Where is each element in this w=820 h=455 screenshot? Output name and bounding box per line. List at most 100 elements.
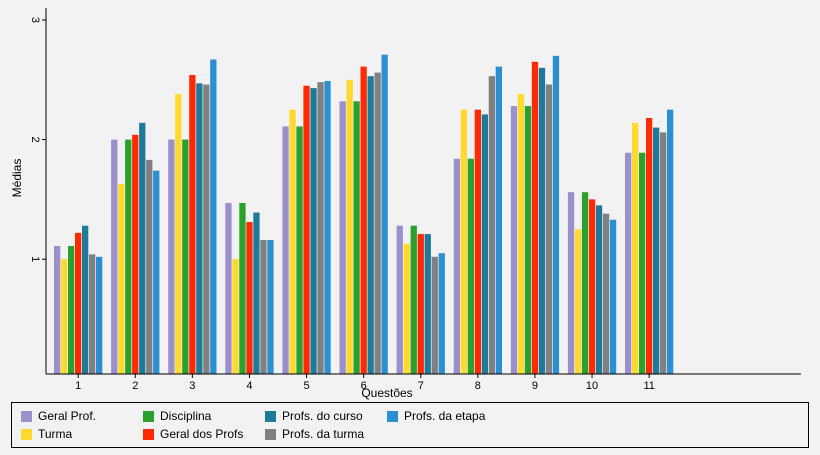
bar-q4-s2	[232, 259, 239, 374]
bar-q10-s2	[574, 229, 582, 374]
bar-q4-s6	[260, 240, 267, 374]
bar-q5-s6	[317, 82, 324, 374]
bar-q5-s5	[310, 88, 317, 374]
x-tick-label: 7	[418, 380, 424, 392]
bar-q3-s1	[168, 139, 175, 374]
bar-q3-s4	[189, 74, 196, 374]
bar-q7-s7	[438, 253, 445, 374]
bar-q4-s1	[225, 202, 232, 374]
bar-q3-s2	[175, 94, 182, 375]
legend-label: Turma	[38, 427, 73, 441]
legend-item: Geral Prof.	[21, 409, 96, 423]
legend-swatch	[387, 410, 398, 422]
bar-q2-s2	[118, 183, 125, 374]
bar-q6-s2	[346, 79, 353, 374]
bar-q8-s1	[453, 158, 460, 374]
bar-q9-s4	[531, 61, 539, 374]
bar-q10-s6	[602, 213, 610, 374]
bar-q5-s7	[324, 80, 331, 375]
bar-q2-s5	[139, 122, 146, 374]
bar-q4-s5	[253, 212, 260, 374]
x-axis-title: Questões	[361, 386, 412, 400]
bar-q7-s2	[403, 243, 410, 374]
y-tick-label: 1	[29, 256, 41, 262]
bar-q8-s3	[467, 158, 474, 374]
bar-q1-s4	[75, 232, 82, 374]
bar-q7-s3	[410, 225, 417, 374]
bar-q7-s1	[396, 225, 403, 374]
legend-item: Disciplina	[143, 409, 211, 423]
legend-swatch	[265, 410, 276, 422]
bar-q1-s2	[61, 259, 68, 374]
y-tick-label: 3	[29, 17, 41, 23]
bar-q10-s1	[567, 192, 575, 374]
x-tick-label: 11	[643, 380, 654, 392]
legend-label: Profs. da etapa	[404, 409, 486, 423]
y-tick-label: 2	[29, 137, 41, 143]
x-tick-label: 8	[475, 380, 481, 392]
x-tick-label: 9	[532, 380, 538, 392]
bar-q10-s7	[609, 219, 617, 374]
bar-q8-s7	[495, 66, 502, 375]
bar-q9-s3	[524, 106, 532, 374]
bar-q11-s2	[632, 122, 639, 374]
bar-q6-s4	[360, 66, 367, 375]
legend-swatch	[143, 410, 154, 422]
bar-q3-s3	[182, 139, 189, 374]
legend-label: Disciplina	[160, 409, 212, 423]
bar-q10-s5	[595, 205, 603, 374]
legend-swatch	[265, 428, 276, 440]
bar-q7-s6	[431, 256, 438, 374]
bar-q8-s5	[481, 114, 488, 374]
legend-label: Profs. do curso	[282, 409, 363, 423]
legend: Geral Prof. Turma Disciplina Geral dos Prof…	[11, 402, 809, 448]
bar-q6-s6	[374, 72, 381, 374]
bar-q9-s7	[552, 55, 560, 375]
bar-q4-s3	[239, 202, 246, 374]
bars-layer	[54, 54, 674, 375]
bar-q8-s4	[474, 109, 481, 375]
bar-q1-s3	[68, 246, 75, 374]
bar-q5-s1	[282, 126, 289, 374]
legend-swatch	[21, 428, 32, 440]
bar-q1-s6	[89, 254, 96, 374]
bar-q2-s7	[153, 170, 160, 374]
bar-q4-s4	[246, 222, 253, 374]
bar-q11-s4	[646, 118, 653, 374]
y-axis-title: Médias	[10, 159, 24, 198]
legend-item: Geral dos Profs	[143, 427, 243, 441]
bar-q9-s1	[510, 106, 518, 374]
bar-q11-s1	[625, 152, 632, 374]
x-tick-label: 10	[586, 380, 598, 392]
bar-q5-s3	[296, 126, 303, 374]
bar-q6-s5	[367, 76, 374, 375]
legend-label: Geral Prof.	[38, 409, 97, 423]
bar-q10-s4	[588, 199, 596, 374]
bar-q2-s4	[132, 134, 139, 374]
bar-q2-s3	[125, 139, 132, 374]
legend-swatch	[21, 410, 32, 422]
bar-q7-s4	[417, 234, 424, 374]
bar-q7-s5	[424, 234, 431, 374]
legend-item: Turma	[21, 427, 72, 441]
bar-q4-s7	[267, 240, 274, 374]
bar-q8-s2	[460, 109, 467, 375]
bar-q11-s7	[667, 109, 674, 375]
bar-q6-s3	[353, 101, 360, 374]
bar-q6-s7	[381, 54, 388, 375]
bar-q11-s3	[639, 152, 646, 374]
bar-q3-s7	[210, 59, 217, 375]
bar-q6-s1	[339, 101, 346, 374]
bar-q3-s6	[203, 84, 210, 375]
legend-item: Profs. do curso	[265, 409, 363, 423]
bar-q11-s5	[653, 127, 660, 374]
bar-q2-s6	[146, 159, 153, 374]
bar-q9-s2	[517, 94, 525, 375]
bar-q8-s6	[488, 76, 495, 375]
x-tick-label: 4	[246, 380, 252, 392]
axes-layer	[45, 8, 801, 375]
bar-q1-s7	[96, 256, 103, 374]
